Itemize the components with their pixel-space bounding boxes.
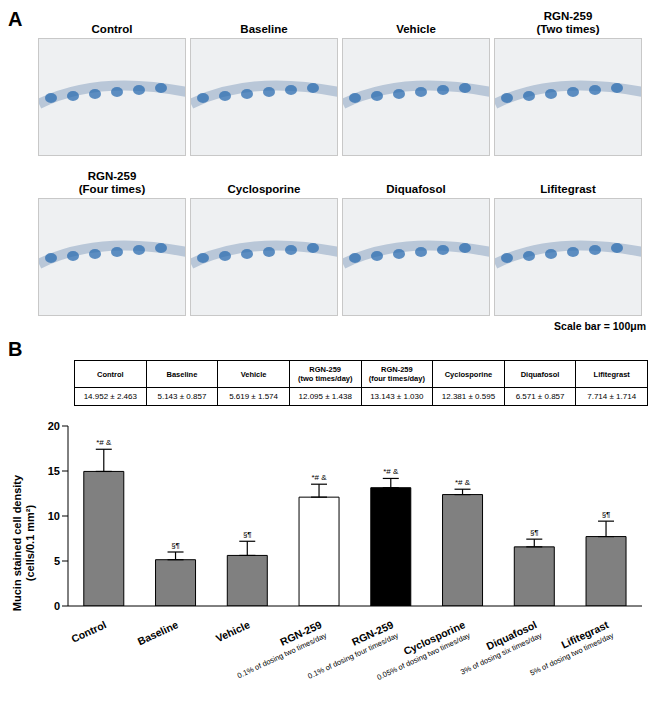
html-text:14.952 ± 2.463: 14.952 ± 2.463	[83, 392, 137, 401]
html-text:(four times/day): (four times/day)	[368, 374, 425, 383]
svg-text:0: 0	[54, 600, 60, 612]
svg-text:§¶: §¶	[602, 510, 611, 519]
svg-text:15: 15	[48, 465, 60, 477]
html-text:RGN-259: RGN-259	[309, 365, 341, 374]
svg-text:§¶: §¶	[530, 528, 539, 537]
html-text:7.714 ± 1.714: 7.714 ± 1.714	[587, 392, 637, 401]
html-text:RGN-259: RGN-259	[381, 365, 413, 374]
html-text:(Two times): (Two times)	[536, 23, 600, 35]
html-text:Diquafosol: Diquafosol	[386, 183, 446, 195]
svg-text:§¶: §¶	[171, 541, 180, 550]
html-text:5.143 ± 0.857: 5.143 ± 0.857	[157, 392, 207, 401]
html-text:Lifitegrast: Lifitegrast	[540, 183, 596, 195]
svg-text:10: 10	[48, 510, 60, 522]
svg-text:20: 20	[48, 420, 60, 432]
svg-text:5% of dosing two times/day: 5% of dosing two times/day	[528, 631, 615, 678]
html-text:(Four times): (Four times)	[78, 183, 146, 195]
html-text:B: B	[8, 338, 23, 360]
html-text:RGN-259: RGN-259	[87, 170, 137, 182]
svg-text:RGN-259: RGN-259	[349, 618, 396, 648]
svg-text:Cyclosporine: Cyclosporine	[401, 618, 467, 658]
svg-text:Diquafosol: Diquafosol	[484, 618, 539, 652]
html-text:Diquafosol: Diquafosol	[520, 369, 560, 379]
svg-text:5: 5	[54, 555, 60, 567]
html-text:Baseline: Baseline	[240, 23, 288, 35]
html-text:(two times/day): (two times/day)	[297, 374, 353, 383]
html-text:Vehicle: Vehicle	[396, 23, 436, 35]
html-text:Control: Control	[97, 369, 124, 379]
html-text:RGN-259: RGN-259	[543, 10, 593, 22]
svg-text:3% of dosing six times/day: 3% of dosing six times/day	[459, 630, 544, 677]
svg-text:§¶: §¶	[243, 530, 252, 539]
svg-text:Lifitegrast: Lifitegrast	[559, 618, 611, 651]
svg-text:0.1% of dosing four times/day: 0.1% of dosing four times/day	[306, 630, 400, 681]
svg-text:RGN-259: RGN-259	[278, 618, 324, 648]
html-text:Scale bar = 100μm: Scale bar = 100μm	[554, 320, 646, 332]
html-text:Baseline: Baseline	[166, 369, 198, 379]
html-text:6.571 ± 0.857: 6.571 ± 0.857	[515, 392, 565, 401]
html-text:13.143 ± 1.030: 13.143 ± 1.030	[370, 392, 424, 401]
html-text:Mucin stained cell density: Mucin stained cell density	[11, 474, 23, 612]
html-text:5.619 ± 1.574: 5.619 ± 1.574	[229, 392, 278, 401]
html-text:Vehicle: Vehicle	[240, 369, 267, 379]
html-text:(cells/0.1 mm²): (cells/0.1 mm²)	[24, 504, 36, 582]
svg-text:*# &: *# &	[455, 478, 471, 487]
html-text:A: A	[8, 8, 23, 30]
html-text:Cyclosporine: Cyclosporine	[227, 183, 301, 195]
svg-text:*# &: *# &	[96, 438, 112, 447]
svg-text:Baseline: Baseline	[136, 618, 180, 647]
svg-text:*# &: *# &	[383, 467, 399, 476]
html-text:12.095 ± 1.438: 12.095 ± 1.438	[298, 392, 352, 401]
svg-text:0.05% of dosing two times/day: 0.05% of dosing two times/day	[375, 631, 471, 682]
html-text:Cyclosporine: Cyclosporine	[444, 369, 493, 379]
svg-text:Vehicle: Vehicle	[214, 618, 252, 644]
html-text:12.381 ± 0.595: 12.381 ± 0.595	[441, 392, 496, 401]
svg-text:0.1% of dosing two times/day: 0.1% of dosing two times/day	[235, 630, 328, 681]
svg-text:Control: Control	[69, 618, 108, 645]
svg-text:*# &: *# &	[311, 473, 327, 482]
html-text:Lifitegrast: Lifitegrast	[593, 369, 630, 379]
html-text:Control: Control	[91, 23, 133, 35]
